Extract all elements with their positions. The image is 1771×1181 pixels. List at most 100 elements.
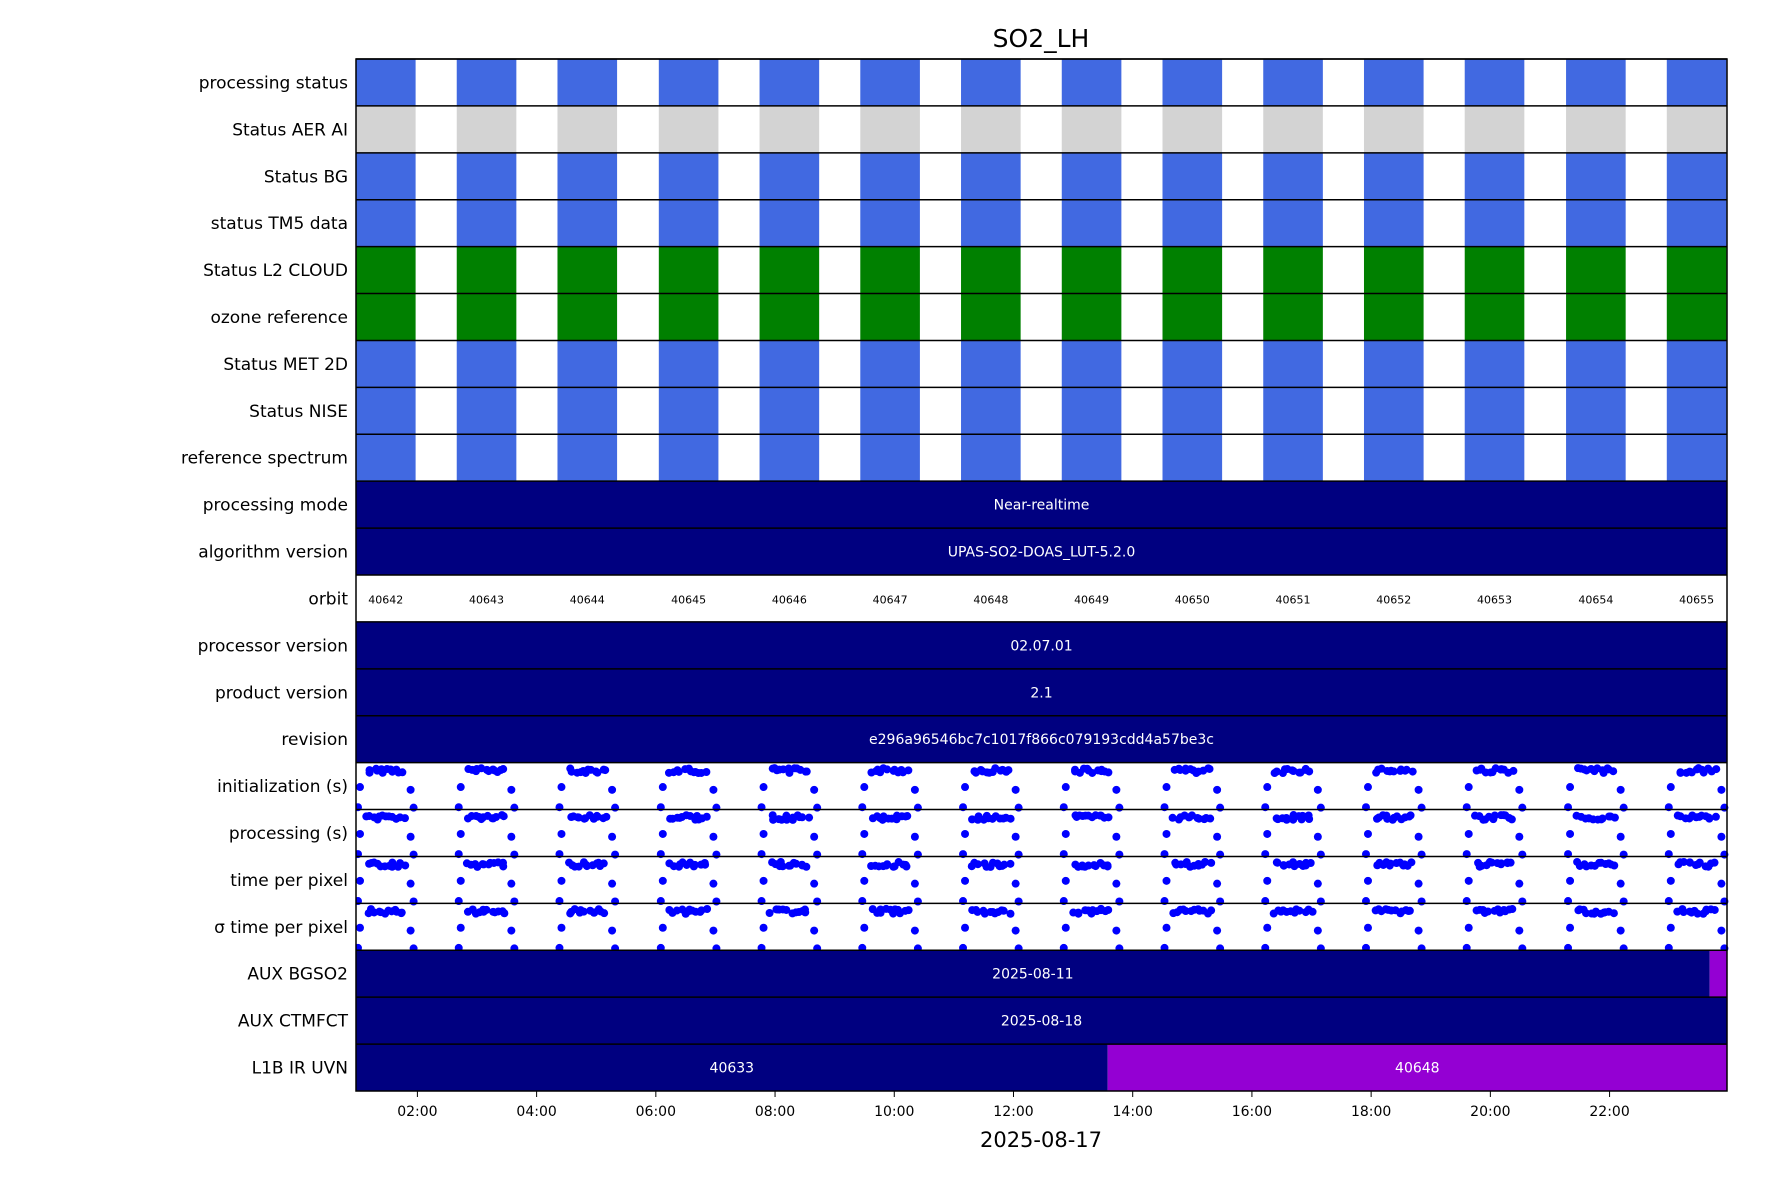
data-point: [599, 859, 608, 868]
status-block: [759, 199, 820, 247]
data-point: [356, 829, 364, 838]
data-point: [702, 812, 711, 821]
status-block: [961, 387, 1021, 435]
status-block: [860, 387, 920, 435]
data-point: [700, 858, 709, 867]
data-point: [1112, 879, 1121, 888]
status-block: [1666, 434, 1727, 482]
data-point: [482, 905, 491, 914]
status-block: [1263, 293, 1323, 341]
status-block: [860, 199, 920, 247]
status-block: [356, 434, 416, 482]
value-band: [356, 1044, 1108, 1091]
data-point: [1712, 765, 1721, 774]
orbit-label: 40653: [1477, 593, 1512, 606]
data-point: [1061, 829, 1070, 838]
data-point: [712, 897, 721, 906]
row-aux-ctmfct: AUX CTMFCT 2025-08-18: [238, 996, 1727, 1045]
data-point: [1363, 923, 1372, 932]
row-label: initialization (s): [217, 777, 348, 797]
orbit-label: 40645: [671, 593, 706, 606]
row-label: processor version: [198, 636, 348, 656]
status-block: [1666, 59, 1727, 106]
status-block: [1464, 340, 1525, 388]
status-block: [1363, 434, 1424, 482]
status-block: [1363, 105, 1424, 153]
status-block: [759, 246, 820, 294]
orbit-label: 40651: [1276, 593, 1311, 606]
value-band: [356, 481, 1727, 529]
status-block: [1263, 340, 1323, 388]
data-point: [1014, 897, 1023, 906]
x-tick-label: 16:00: [1232, 1104, 1272, 1120]
status-block: [1162, 434, 1223, 482]
orbit-label: 40648: [973, 593, 1008, 606]
data-point: [507, 879, 516, 888]
status-block: [1666, 387, 1727, 435]
data-point: [813, 803, 822, 812]
data-point: [1515, 879, 1524, 888]
data-point: [356, 923, 364, 932]
data-point: [1666, 876, 1675, 885]
data-point: [805, 813, 814, 822]
data-point: [910, 785, 919, 794]
row-aux-bgso2: AUX BGSO2 2025-08-11 2025-08-1: [247, 949, 1727, 998]
data-point: [406, 785, 415, 794]
orbit-label: 40646: [772, 593, 807, 606]
status-block: [658, 199, 719, 247]
status-block: [1666, 199, 1727, 247]
data-point: [712, 803, 721, 812]
value-band: [1709, 950, 1727, 998]
data-point: [601, 766, 610, 775]
status-block: [1263, 105, 1323, 153]
data-point: [1006, 859, 1015, 868]
row-time-per-pixel: σ time per pixel: [214, 902, 1729, 953]
data-point: [1207, 858, 1216, 867]
data-point: [1717, 832, 1726, 841]
data-point: [883, 765, 892, 774]
data-point: [1216, 803, 1225, 812]
data-point: [1566, 829, 1575, 838]
row-status-aer-ai: Status AER AI: [232, 105, 1727, 153]
data-point: [1201, 857, 1210, 866]
band-label: Near-realtime: [994, 498, 1090, 514]
status-block: [961, 199, 1021, 247]
status-block: [356, 152, 416, 200]
data-point: [507, 832, 516, 841]
status-block: [1061, 246, 1122, 294]
status-block: [356, 105, 416, 153]
x-tick-label: 14:00: [1113, 1104, 1153, 1120]
status-block: [1464, 105, 1525, 153]
status-block: [961, 152, 1021, 200]
data-point: [1679, 857, 1688, 866]
status-block: [860, 59, 920, 106]
data-point: [1206, 814, 1215, 823]
status-block: [456, 246, 517, 294]
data-point: [557, 783, 566, 792]
data-point: [961, 783, 970, 792]
data-point: [860, 829, 869, 838]
status-block: [1263, 199, 1323, 247]
data-point: [810, 832, 819, 841]
data-point: [1609, 909, 1618, 918]
data-point: [813, 897, 822, 906]
status-block: [1363, 246, 1424, 294]
data-point: [499, 765, 508, 774]
data-point: [1363, 876, 1372, 885]
data-point: [608, 926, 617, 935]
data-point: [1710, 905, 1719, 914]
data-point: [973, 860, 982, 869]
data-point: [1405, 906, 1414, 915]
status-block: [356, 293, 416, 341]
data-point: [902, 862, 911, 871]
row-reference-spectrum: reference spectrum: [181, 433, 1727, 482]
status-block: [1464, 199, 1525, 247]
status-block: [557, 293, 618, 341]
data-point: [802, 862, 811, 871]
data-point: [1115, 850, 1124, 859]
data-point: [910, 926, 919, 935]
data-point: [1619, 897, 1628, 906]
status-block: [1162, 199, 1223, 247]
status-block: [658, 59, 719, 106]
status-block: [860, 105, 920, 153]
